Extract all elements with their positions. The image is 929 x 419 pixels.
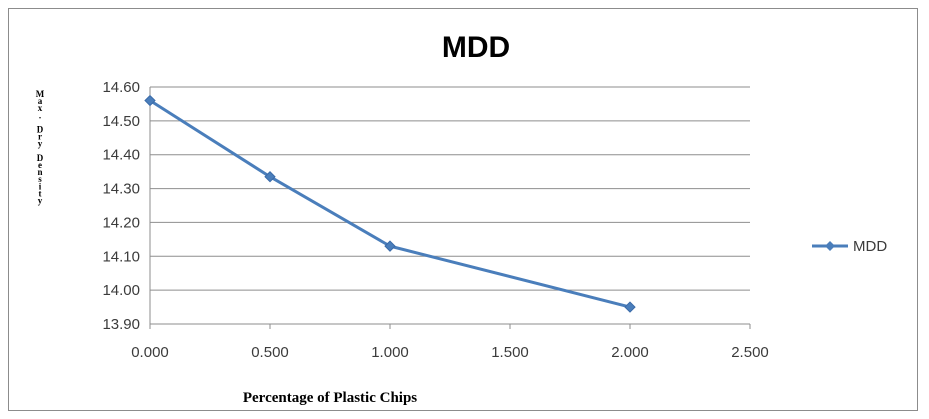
tick-labels: 13.90 14.00 14.10 14.20 14.30 14.40 14.50 14.60… — [102, 79, 768, 361]
y-tick-label: 14.00 — [102, 282, 140, 299]
x-tick-label: 2.000 — [611, 344, 649, 361]
chart-title: MDD — [442, 31, 510, 64]
gridlines — [150, 86, 750, 291]
y-axis-label-char: . — [39, 110, 41, 120]
y-axis-label-char: t — [39, 188, 42, 198]
data-point — [624, 301, 636, 313]
series-line-mdd — [149, 99, 631, 309]
legend-marker — [825, 241, 835, 251]
y-tick-label: 14.20 — [102, 214, 140, 231]
x-tick-label: 2.500 — [731, 344, 769, 361]
data-point — [384, 240, 396, 252]
data-point — [144, 94, 156, 107]
y-tick-label: 14.40 — [102, 147, 140, 164]
y-axis-label-char: n — [37, 167, 42, 177]
series-layer — [144, 94, 636, 313]
y-tick-label: 14.30 — [102, 181, 140, 198]
y-axis-label-char: s — [38, 174, 42, 184]
y-axis-label-char: a — [38, 96, 43, 106]
x-tick-label: 1.000 — [371, 344, 409, 361]
axes — [149, 87, 751, 329]
data-point — [264, 171, 276, 183]
y-axis-label-char: y — [38, 139, 43, 149]
y-axis-label-char: r — [38, 132, 42, 142]
x-axis-label: Percentage of Plastic Chips — [243, 390, 417, 406]
x-tick-label: 1.500 — [491, 344, 529, 361]
x-tick-label: 0.500 — [251, 344, 289, 361]
y-axis-label-char: M — [36, 89, 45, 99]
y-axis-label-char: D — [37, 125, 44, 135]
y-tick-label: 14.50 — [102, 113, 140, 130]
y-tick-label: 14.10 — [102, 248, 140, 265]
chart-frame — [8, 8, 918, 411]
legend-label: MDD — [853, 238, 887, 255]
y-axis-label-char: i — [39, 181, 42, 191]
y-axis-label-char: D — [37, 153, 44, 163]
y-axis-label-char: e — [38, 160, 42, 170]
x-tick-label: 0.000 — [131, 344, 169, 361]
legend: MDD — [812, 238, 887, 255]
y-axis-label-char: y — [38, 196, 43, 206]
y-tick-label: 13.90 — [102, 316, 140, 333]
y-axis-label-char: x — [38, 103, 43, 113]
y-tick-label: 14.60 — [102, 79, 140, 96]
